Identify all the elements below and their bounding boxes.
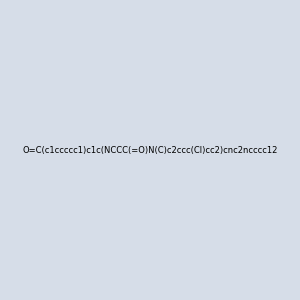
Text: O=C(c1ccccc1)c1c(NCCC(=O)N(C)c2ccc(Cl)cc2)cnc2ncccc12: O=C(c1ccccc1)c1c(NCCC(=O)N(C)c2ccc(Cl)cc…: [22, 146, 278, 154]
